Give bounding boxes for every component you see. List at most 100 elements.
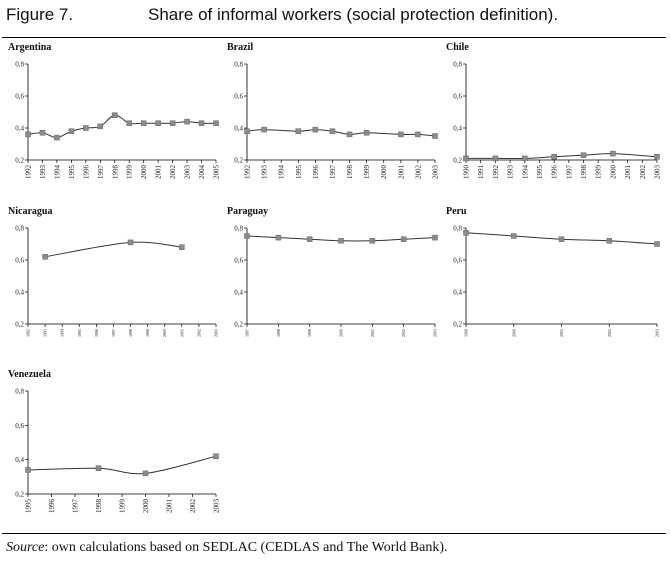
y-tick-label-argentina: 0,6 [15,93,24,101]
x-tick-label-peru: 2002 [607,329,612,337]
y-tick-label-argentina: 0,2 [15,157,24,165]
x-tick-label-argentina: 2000 [140,165,148,180]
data-point-chile [654,154,660,160]
charts-canvas: Argentina 0,2 0,4 0,6 0,8 1992 1993 1994 1995 199… [8,42,662,513]
x-tick-label-brazil: 1999 [363,165,371,180]
x-tick-label-argentina: 2004 [198,165,206,180]
data-point-paraguay [369,238,376,244]
figure-label: Figure 7. [6,5,74,24]
y-tick-label-chile: 0,8 [453,61,462,69]
data-point-nicaragua [179,244,185,250]
data-point-argentina [112,112,118,118]
data-point-brazil [432,133,438,139]
series-line-nicaragua [45,241,182,258]
x-tick-label-venezuela: 1998 [95,499,103,514]
x-tick-label-nicaragua: 1999 [145,329,150,337]
chart-title-venezuela: Venezuela [8,369,51,380]
y-tick-label-chile: 0,2 [453,157,462,165]
x-tick-label-brazil: 2001 [397,165,405,180]
y-tick-label-venezuela: 0,8 [15,388,24,396]
y-tick-label-peru: 0,4 [453,289,462,297]
chart-title-brazil: Brazil [227,42,253,53]
x-tick-label-chile: 1998 [580,165,588,180]
x-tick-label-brazil: 1997 [329,165,337,180]
series-line-venezuela [27,455,217,475]
x-tick-label-argentina: 2003 [184,165,192,180]
x-tick-label-brazil: 1994 [278,165,286,180]
x-tick-label-venezuela: 2003 [213,499,221,514]
chart-peru: Peru 0,2 0,4 0,6 0,8 1999 2000 2001 2002 2003 [446,206,660,337]
chart-argentina: Argentina 0,2 0,4 0,6 0,8 1992 1993 1994 1995 199… [8,42,221,179]
x-tick-label-peru: 1999 [464,329,469,337]
x-tick-label-paraguay: 1999 [307,329,312,337]
x-tick-label-argentina: 1995 [68,165,76,180]
x-tick-label-chile: 1993 [507,165,515,180]
data-point-peru [654,241,660,247]
data-point-brazil [312,126,319,133]
y-tick-label-venezuela: 0,6 [15,422,24,430]
x-tick-label-paraguay: 1998 [276,329,281,337]
y-tick-label-nicaragua: 0,6 [15,257,24,265]
data-point-argentina [198,120,205,126]
data-point-argentina [97,123,104,130]
y-tick-label-argentina: 0,4 [15,125,24,133]
figure-header: Figure 7. Share of informal workers (soc… [0,0,670,34]
data-point-paraguay [432,234,438,241]
x-tick-label-argentina: 1998 [111,165,119,180]
y-tick-label-venezuela: 0,4 [15,456,24,464]
chart-chile: Chile 0,2 0,4 0,6 0,8 1990 1991 1992 1993 1994 199… [446,42,662,179]
x-tick-label-nicaragua: 2003 [214,329,219,337]
x-tick-label-brazil: 2003 [432,165,440,180]
y-tick-label-nicaragua: 0,8 [15,225,24,233]
chart-venezuela: Venezuela 0,2 0,4 0,6 0,8 1995 1996 1997 1998 199… [8,369,221,513]
data-point-nicaragua [127,239,134,246]
y-tick-label-nicaragua: 0,2 [15,321,24,329]
x-tick-label-brazil: 1995 [295,165,303,180]
x-tick-label-venezuela: 1997 [72,499,80,514]
x-tick-label-chile: 1997 [565,165,573,180]
data-point-argentina [140,120,147,126]
data-point-venezuela [95,465,102,471]
x-tick-label-paraguay: 2002 [401,329,406,337]
x-tick-label-chile: 2000 [609,165,617,180]
y-tick-label-brazil: 0,6 [234,93,243,101]
x-tick-label-argentina: 1994 [53,165,61,180]
x-tick-label-paraguay: 2003 [433,329,438,337]
data-point-chile [551,154,557,160]
x-tick-label-brazil: 1992 [244,165,252,180]
x-tick-label-nicaragua: 2000 [162,329,167,337]
x-tick-label-chile: 1995 [536,165,544,180]
x-tick-label-venezuela: 2001 [166,499,174,514]
data-point-venezuela [142,470,149,477]
data-point-argentina [213,120,219,126]
x-tick-label-argentina: 2005 [213,165,221,180]
data-point-paraguay [275,234,282,241]
data-point-chile [610,150,616,157]
data-point-nicaragua [42,254,48,260]
x-tick-label-paraguay: 2001 [370,329,375,337]
data-point-paraguay [244,233,250,239]
x-tick-label-chile: 1996 [551,165,559,180]
data-point-brazil [329,128,336,134]
x-tick-label-nicaragua: 1993 [43,329,48,337]
x-tick-label-chile: 1992 [492,165,500,180]
data-point-argentina [169,120,176,126]
data-point-paraguay [338,238,344,244]
y-tick-label-brazil: 0,2 [234,157,243,165]
x-tick-label-peru: 2003 [655,329,660,337]
x-tick-label-nicaragua: 1994 [60,329,65,337]
x-tick-label-chile: 1991 [477,165,485,180]
data-point-argentina [54,134,60,141]
x-tick-label-venezuela: 1996 [48,499,56,514]
x-tick-label-brazil: 2002 [414,165,422,180]
data-point-chile [492,155,499,162]
y-tick-label-chile: 0,6 [453,93,462,101]
x-tick-label-brazil: 1996 [312,165,320,180]
x-tick-label-brazil: 2000 [380,165,388,180]
bottom-rule [2,533,666,534]
data-point-peru [558,236,565,242]
y-tick-label-brazil: 0,4 [234,125,243,133]
x-tick-label-venezuela: 2002 [189,499,197,514]
y-tick-label-peru: 0,6 [453,257,462,265]
data-point-argentina [83,125,89,131]
